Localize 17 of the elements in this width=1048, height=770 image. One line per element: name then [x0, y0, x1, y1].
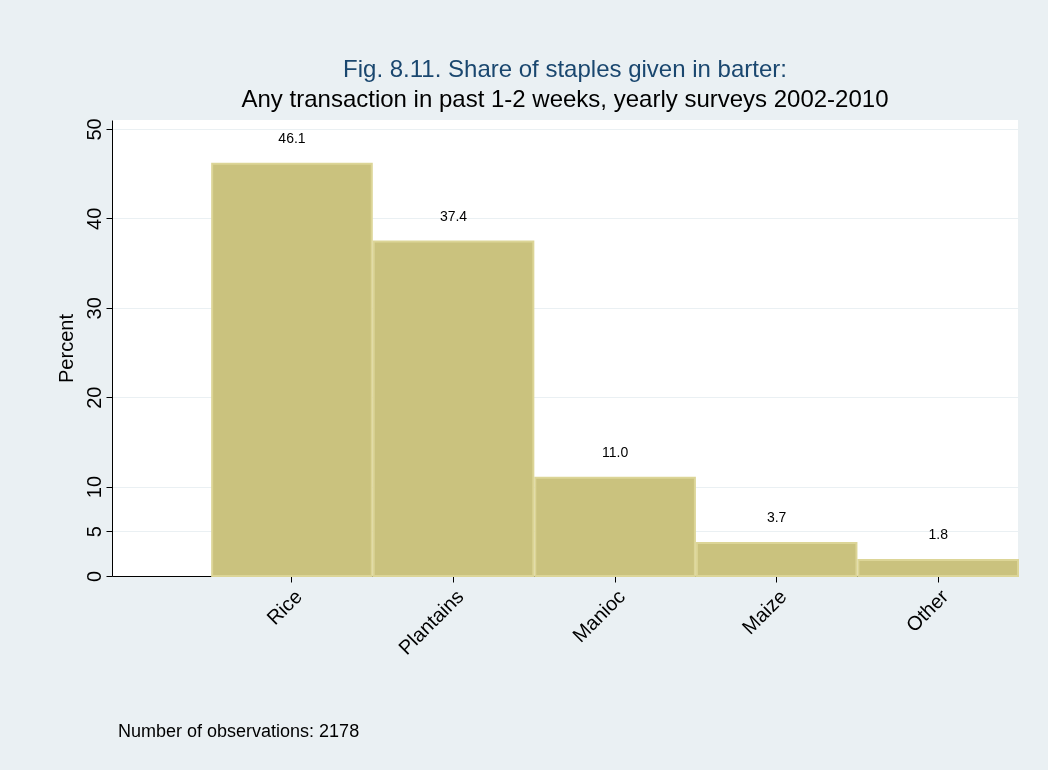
y-tick-label: 5 [82, 526, 105, 538]
chart-title: Fig. 8.11. Share of staples given in barter: [343, 54, 787, 82]
y-tick-label: 50 [82, 118, 105, 141]
chart-subtitle: Any transaction in past 1-2 weeks, yearly surveys 2002-2010 [241, 84, 889, 112]
data-label: 46.1 [278, 129, 306, 146]
text: Number of observations: 2178 [118, 721, 360, 741]
y-tick-label: 40 [82, 207, 105, 230]
x-tick-label: Rice [262, 585, 307, 629]
y-axis-title: Percent [54, 313, 77, 383]
y-tick-label: 20 [82, 386, 105, 409]
y-tick-label: 30 [82, 297, 105, 320]
data-label: 1.8 [928, 525, 949, 542]
y-tick-label: 10 [82, 475, 105, 499]
data-label: 11.0 [601, 443, 629, 460]
data-label: 3.7 [766, 508, 787, 525]
data-label: 37.4 [439, 207, 468, 224]
y-tick-label: 0 [82, 570, 105, 583]
